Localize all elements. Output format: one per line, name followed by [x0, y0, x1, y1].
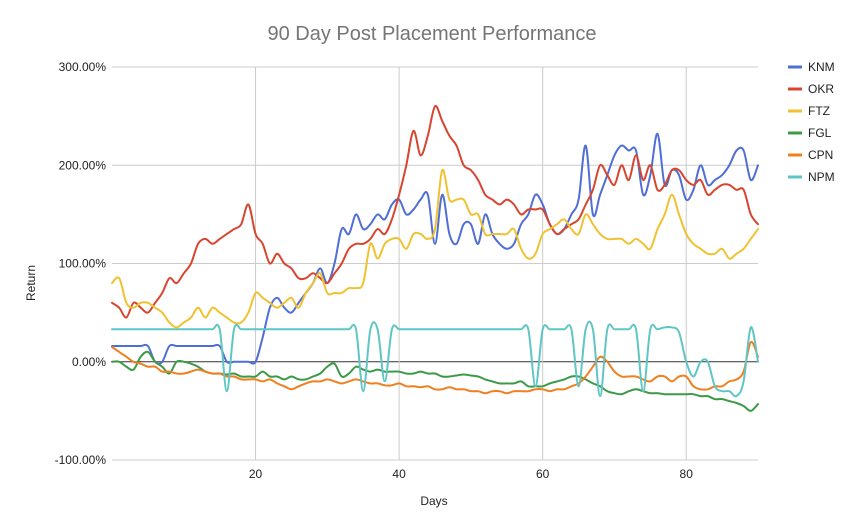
series-lines [111, 105, 759, 412]
y-tick-label: -100.00% [55, 453, 107, 467]
y-tick-label: 100.00% [59, 257, 107, 271]
x-tick-label: 80 [680, 467, 694, 481]
y-axis-title: Return [24, 265, 38, 301]
legend-label-knm: KNM [808, 60, 835, 74]
legend: KNM OKR FTZ FGL CPN NPM [788, 60, 835, 184]
legend-label-cpn: CPN [808, 148, 833, 162]
y-tick-label: 0.00% [72, 355, 106, 369]
chart-title: 90 Day Post Placement Performance [267, 23, 596, 45]
y-tick-label: 200.00% [59, 158, 107, 172]
series-line-okr [111, 105, 759, 319]
legend-label-okr: OKR [808, 82, 834, 96]
x-axis-ticks: 20 40 60 80 [249, 467, 693, 481]
legend-label-npm: NPM [808, 170, 835, 184]
series-line-ftz [111, 168, 759, 329]
gridlines [112, 66, 758, 461]
x-axis-title: Days [420, 494, 447, 508]
series-line-npm [111, 320, 759, 398]
series-line-fgl [111, 350, 759, 412]
series-line-knm [111, 132, 759, 365]
y-tick-label: 300.00% [59, 60, 107, 74]
legend-label-ftz: FTZ [808, 104, 830, 118]
legend-label-fgl: FGL [808, 126, 832, 140]
series-line-cpn [111, 340, 759, 395]
x-tick-label: 40 [392, 467, 406, 481]
y-axis-ticks: -100.00% 0.00% 100.00% 200.00% 300.00% [55, 60, 107, 467]
x-tick-label: 60 [536, 467, 550, 481]
x-tick-label: 20 [249, 467, 263, 481]
